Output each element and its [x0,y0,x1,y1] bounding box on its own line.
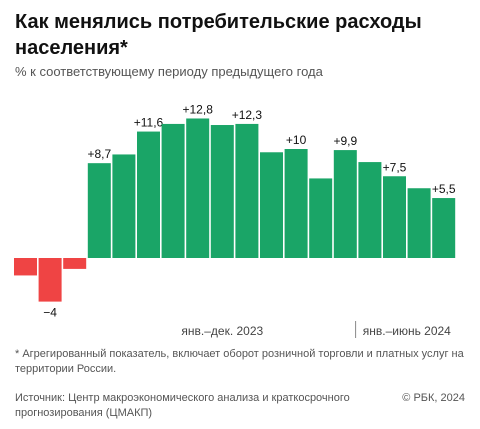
bar-3 [87,163,111,258]
bar-5 [137,131,160,258]
copyright: © РБК, 2024 [402,392,465,404]
bar-9 [235,123,259,259]
data-label-5: +11,6 [134,116,164,130]
bar-13 [333,150,357,258]
chart-title: Как менялись потребительские расходы нас… [15,11,422,59]
data-label-3: +8,7 [87,147,111,161]
data-label-11: +10 [286,133,307,147]
data-label-9: +12,3 [232,108,263,122]
data-label-13: +9,9 [333,134,357,148]
period-label-0: янв.–дек. 2023 [181,324,263,338]
bar-6 [161,123,185,259]
data-label-15: +7,5 [383,160,407,174]
data-label-17: +5,5 [432,182,456,196]
source-note: Источник: Центр макроэкономического анал… [15,392,350,419]
bar-17 [432,198,456,258]
chart-subtitle: % к соответствующему периоду предыдущего… [15,64,323,79]
bar-chart: −4 +8,7 +11,6 +12,8 +12,3 +10 +9,9 +7,5 +5,5 янв.… [14,102,456,338]
data-label-1: −4 [43,306,57,320]
bar-8 [210,125,234,259]
footnote: * Агрегированный показатель, включает об… [15,348,464,375]
bar-1 [38,258,62,302]
bar-16 [407,188,431,258]
bar-4 [112,154,136,258]
period-label-1: янв.–июнь 2024 [363,324,451,338]
bar-7 [186,118,210,258]
bar-2 [63,258,87,269]
data-label-7: +12,8 [183,102,214,116]
bar-0 [14,258,37,276]
bar-14 [358,162,382,258]
bar-12 [309,178,333,258]
bar-10 [260,152,283,258]
bar-15 [383,176,406,258]
bar-11 [284,149,308,258]
